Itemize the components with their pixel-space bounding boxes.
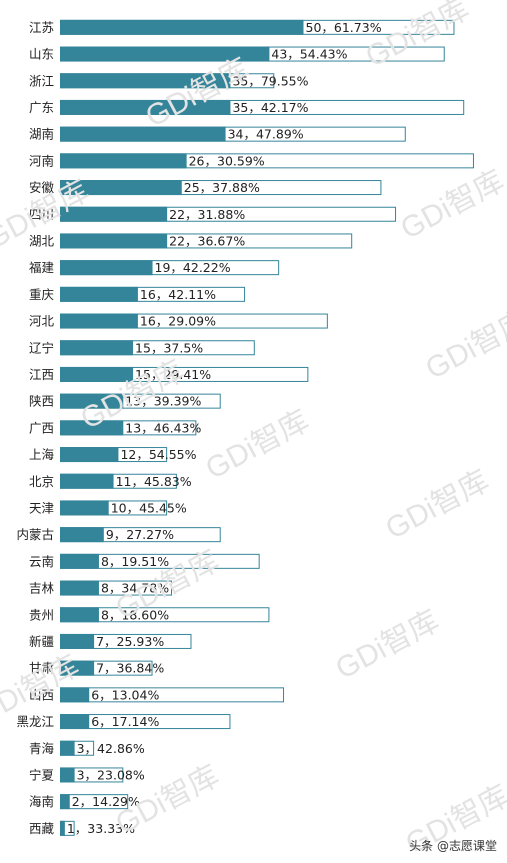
- filled-bar: [60, 366, 134, 382]
- category-label: 河南: [29, 153, 54, 168]
- filled-bar: [60, 340, 134, 356]
- data-label: 43，54.43%: [271, 47, 347, 62]
- filled-bar: [60, 46, 270, 62]
- data-label: 34，47.89%: [228, 127, 304, 142]
- data-label: 8，34.78%: [101, 581, 169, 596]
- category-label: 福建: [29, 260, 55, 275]
- data-label: 35，42.17%: [232, 100, 308, 115]
- category-label: 北京: [29, 474, 54, 489]
- category-label: 江苏: [29, 20, 54, 35]
- footer-credit: 头条 @志愿课堂: [409, 839, 497, 853]
- category-label: 宁夏: [29, 767, 55, 782]
- filled-bar: [60, 794, 70, 810]
- filled-bar: [60, 580, 99, 596]
- filled-bar: [60, 206, 168, 222]
- category-label: 四川: [29, 207, 54, 222]
- category-label: 新疆: [29, 634, 54, 649]
- filled-bar: [60, 233, 168, 249]
- filled-bar: [60, 393, 124, 409]
- filled-bar: [60, 313, 138, 329]
- filled-bar: [60, 633, 95, 649]
- data-label: 26，30.59%: [189, 153, 265, 168]
- filled-bar: [60, 767, 75, 783]
- data-label: 15，29.41%: [135, 367, 211, 382]
- data-label: 7，25.93%: [96, 634, 164, 649]
- filled-bar: [60, 527, 104, 543]
- category-label: 内蒙古: [16, 527, 54, 542]
- category-label: 西藏: [29, 821, 55, 836]
- category-label: 重庆: [29, 287, 55, 302]
- data-label: 6，13.04%: [91, 687, 159, 702]
- category-label: 山西: [29, 687, 54, 702]
- data-label: 2，14.29%: [72, 794, 140, 809]
- category-label: 广西: [29, 420, 54, 435]
- filled-bar: [60, 73, 231, 89]
- data-label: 22，31.88%: [169, 207, 245, 222]
- category-label: 广东: [29, 100, 54, 115]
- category-label: 辽宁: [29, 340, 54, 355]
- data-label: 13，39.39%: [125, 394, 201, 409]
- filled-bar: [60, 820, 65, 836]
- category-label: 上海: [29, 447, 55, 462]
- data-label: 3，23.08%: [77, 767, 145, 782]
- data-label: 19，42.22%: [155, 260, 231, 275]
- filled-bar: [60, 99, 231, 115]
- filled-bar: [60, 447, 119, 463]
- data-label: 9，27.27%: [106, 527, 174, 542]
- category-label: 甘肃: [29, 661, 54, 676]
- data-label: 8，18.60%: [101, 607, 169, 622]
- data-label: 15，37.5%: [135, 340, 203, 355]
- data-label: 35，79.55%: [232, 73, 308, 88]
- data-label: 16，42.11%: [140, 287, 216, 302]
- category-label: 浙江: [29, 73, 54, 88]
- filled-bar: [60, 687, 90, 703]
- category-label: 黑龙江: [16, 714, 54, 729]
- category-label: 陕西: [29, 394, 54, 409]
- filled-bar: [60, 473, 114, 489]
- data-label: 10，45.45%: [111, 500, 187, 515]
- category-label: 河北: [29, 314, 55, 329]
- data-label: 8，19.51%: [101, 554, 169, 569]
- category-label: 山东: [29, 47, 54, 62]
- filled-bar: [60, 286, 138, 302]
- data-label: 12，54.55%: [120, 447, 196, 462]
- category-label: 云南: [29, 554, 54, 569]
- category-label: 吉林: [29, 581, 55, 596]
- filled-bar: [60, 260, 153, 276]
- filled-bar: [60, 180, 182, 196]
- category-label: 天津: [29, 500, 54, 515]
- filled-bar: [60, 126, 226, 142]
- filled-bar: [60, 740, 75, 756]
- data-label: 22，36.67%: [169, 233, 245, 248]
- category-label: 海南: [29, 794, 54, 809]
- filled-bar: [60, 420, 124, 436]
- data-label: 7，36.84%: [96, 661, 164, 676]
- filled-bar: [60, 153, 187, 169]
- category-label: 青海: [29, 741, 55, 756]
- data-label: 25，37.88%: [184, 180, 260, 195]
- filled-bar: [60, 660, 95, 676]
- data-label: 11，45.83%: [116, 474, 192, 489]
- data-label: 6，17.14%: [91, 714, 159, 729]
- data-label: 13，46.43%: [125, 420, 201, 435]
- category-label: 安徽: [29, 180, 55, 195]
- category-label: 贵州: [29, 607, 54, 622]
- category-label: 江西: [29, 367, 54, 382]
- data-label: 1，33.33%: [67, 821, 135, 836]
- data-label: 50，61.73%: [306, 20, 382, 35]
- data-label: 16，29.09%: [140, 314, 216, 329]
- filled-bar: [60, 714, 90, 730]
- category-label: 湖北: [29, 233, 55, 248]
- filled-bar: [60, 500, 109, 516]
- filled-bar: [60, 607, 99, 623]
- category-label: 湖南: [29, 127, 54, 142]
- data-label: 3，42.86%: [77, 741, 145, 756]
- filled-bar: [60, 553, 99, 569]
- filled-bar: [60, 19, 304, 35]
